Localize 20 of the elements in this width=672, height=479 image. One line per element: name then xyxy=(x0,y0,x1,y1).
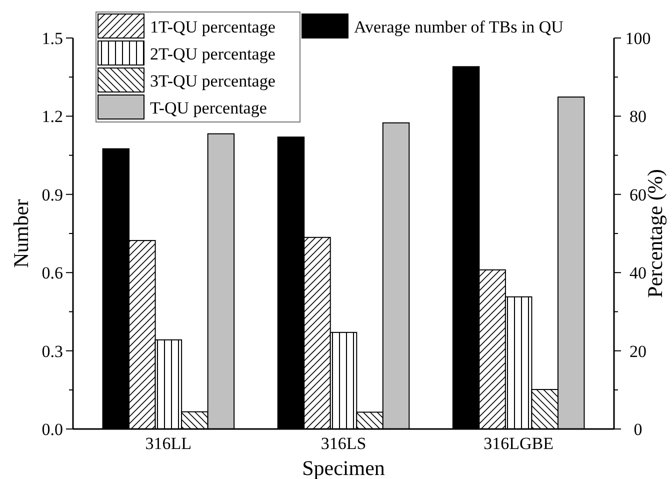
legend-label: 3T-QU percentage xyxy=(150,72,276,90)
y-tick-label: 1.5 xyxy=(42,28,63,48)
y-tick-label: 0.3 xyxy=(42,342,63,361)
text: 0.0 xyxy=(42,420,63,439)
y2-tick-label: 80 xyxy=(630,107,646,126)
legend-label: 2T-QU percentage xyxy=(150,44,276,64)
y2-tick-label: 0 xyxy=(634,420,642,439)
x-tick-label: 316LS xyxy=(320,434,366,453)
y2-tick-label: 100 xyxy=(625,28,651,48)
legend-label: 1T-QU percentage xyxy=(150,18,276,36)
y-tick-label: 0.6 xyxy=(42,264,63,283)
x-tick-label: 316LL xyxy=(145,434,192,453)
x-tick-label: 316LGBE xyxy=(484,434,554,453)
y2-tick-label: 20 xyxy=(630,342,646,361)
legend-label: T-QU percentage xyxy=(150,98,267,118)
y-tick-label: 1.2 xyxy=(42,107,63,126)
y-axis-title: Number xyxy=(9,199,33,268)
y-tick-label: 0.9 xyxy=(42,185,63,204)
y2-tick-label: 60 xyxy=(630,185,646,204)
legend-label: Average number of TBs in QU xyxy=(354,18,564,36)
